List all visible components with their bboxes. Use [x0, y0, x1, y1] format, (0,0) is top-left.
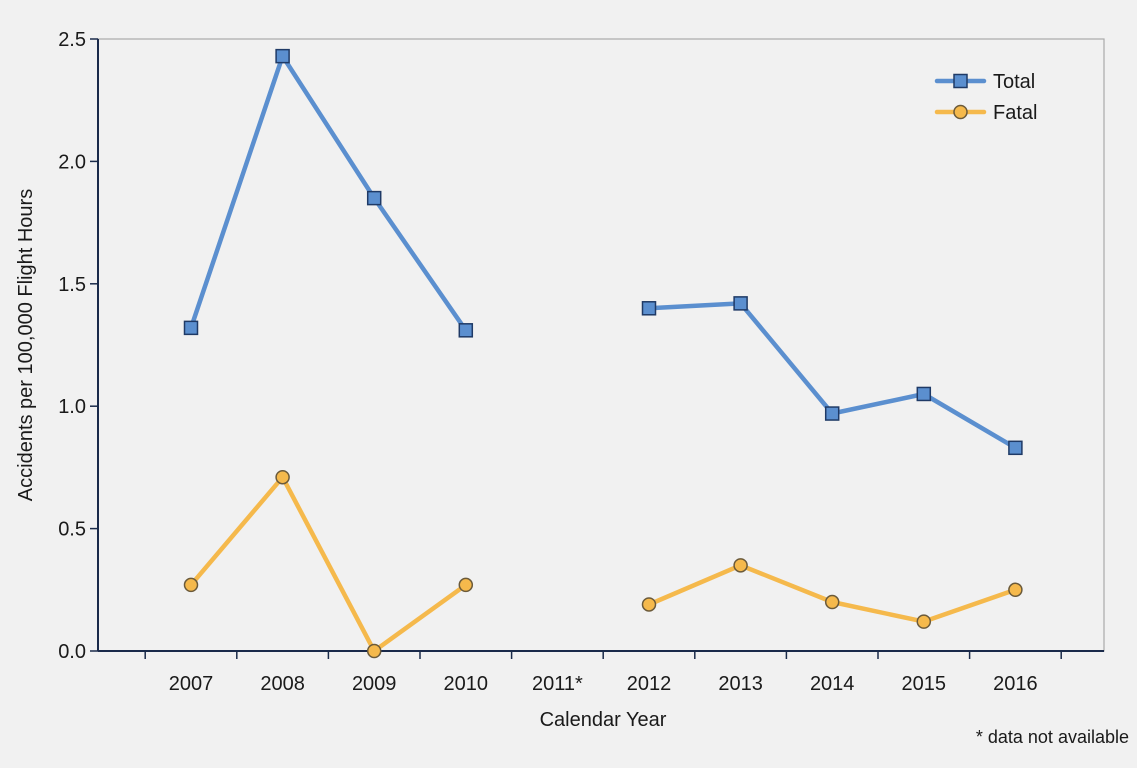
series-fatal-point [824, 594, 840, 610]
x-axis-title: Calendar Year [540, 709, 667, 731]
x-tick-label: 2009 [352, 673, 397, 695]
series-total-point [458, 323, 474, 338]
x-tick-label: 2014 [810, 673, 855, 695]
series-total-point [275, 48, 290, 64]
series-total [183, 48, 1023, 456]
x-tick-label: 2011* [532, 673, 583, 695]
legend-label: Total [993, 71, 1035, 93]
series-fatal-point [183, 577, 199, 593]
legend: Total Fatal [934, 71, 1037, 124]
y-tick-label: 1.5 [58, 274, 86, 296]
legend-swatch-marker [953, 104, 968, 120]
series-total-point [1008, 440, 1023, 456]
series-total-point [916, 386, 932, 402]
x-tick-label: 2012 [627, 673, 672, 695]
series-total-point [183, 320, 199, 336]
y-tick-label: 2.5 [58, 29, 86, 51]
plot-area [97, 38, 1105, 652]
series-fatal-point [275, 469, 290, 485]
legend-swatch-marker [953, 73, 968, 89]
y-axis-ticks: 0.0 0.5 1.0 1.5 2.0 2.5 [58, 29, 98, 663]
series-total-point [824, 406, 840, 421]
series-fatal-point [733, 558, 748, 573]
x-tick-label: 2015 [902, 673, 947, 695]
series-fatal-point [1008, 582, 1023, 598]
series-total-line [188, 53, 469, 333]
series-total-point [366, 190, 382, 206]
x-axis-ticks: 2007 2008 2009 2010 2011* 2012 2013 2014 2015 201… [144, 651, 1062, 695]
series-fatal-point [458, 577, 474, 593]
y-axis-title: Accidents per 100,000 Flight Hours [15, 189, 37, 501]
series-total-point [641, 301, 657, 316]
series-total-point [733, 296, 748, 311]
x-tick-label: 2013 [718, 673, 763, 695]
legend-item-fatal: Fatal [934, 102, 1037, 124]
y-tick-label: 0.5 [58, 519, 86, 541]
series-fatal [183, 469, 1023, 659]
legend-label: Fatal [993, 102, 1037, 124]
x-tick-label: 2016 [993, 673, 1038, 695]
x-tick-label: 2008 [260, 673, 305, 695]
legend-item-total: Total [934, 71, 1035, 93]
x-tick-label: 2010 [444, 673, 489, 695]
y-tick-label: 0.0 [58, 641, 86, 663]
y-tick-label: 1.0 [58, 396, 86, 418]
y-tick-label: 2.0 [58, 151, 86, 173]
series-fatal-point [366, 643, 382, 659]
series-layer [183, 48, 1023, 659]
x-tick-label: 2007 [169, 673, 214, 695]
series-fatal-point [916, 614, 932, 629]
series-fatal-point [641, 597, 657, 612]
series-fatal-line [188, 474, 469, 654]
footnote: * data not available [976, 727, 1129, 747]
